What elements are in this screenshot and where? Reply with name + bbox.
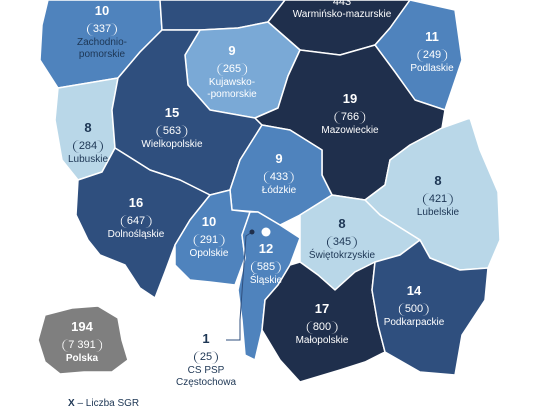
units-slaskie: 12 xyxy=(258,241,274,256)
label-slaskie: 12 585 Śląskie xyxy=(249,241,283,287)
units-lubuskie: 8 xyxy=(84,120,92,135)
units-dolnoslaskie: 16 xyxy=(128,195,144,210)
people-zachodniopomorskie: 337 xyxy=(86,22,118,36)
legend-label: – Liczba SGR xyxy=(77,398,140,409)
label-warminsko-mazurskie: 443 Warmińsko-mazurskie xyxy=(293,0,392,20)
units-podlaskie: 11 xyxy=(425,29,439,44)
units-podkarpackie: 14 xyxy=(406,283,422,298)
name-mazowieckie: Mazowieckie xyxy=(321,125,379,137)
name-swietokrzyskie: Świętokrzyskie xyxy=(308,250,376,262)
label-opolskie: 10 291 Opolskie xyxy=(189,214,229,260)
people-lubelskie: 421 xyxy=(422,192,454,206)
units-opolskie: 10 xyxy=(201,214,217,229)
region-opolskie xyxy=(174,189,251,286)
name-lubelskie: Lubelskie xyxy=(416,207,460,219)
people-poland: 7 391 xyxy=(62,338,102,352)
name-malopolskie: Małopolskie xyxy=(295,335,349,347)
czestochowa-dot xyxy=(261,227,271,237)
label-poland: 194 7 391 Polska xyxy=(62,319,102,365)
label-swietokrzyskie: 8 345 Świętokrzyskie xyxy=(308,216,376,262)
units-malopolskie: 17 xyxy=(314,301,330,316)
name-lodzkie: Łódzkie xyxy=(261,185,297,197)
people-warminsko-mazurskie: 443 xyxy=(332,0,352,8)
people-mazowieckie: 766 xyxy=(334,110,366,124)
name-zachodniopomorskie: Zachodnio- pomorskie xyxy=(76,37,128,60)
units-lodzkie: 9 xyxy=(275,151,283,166)
name-lubuskie: Lubuskie xyxy=(67,154,109,166)
people-dolnoslaskie: 647 xyxy=(120,214,152,228)
people-swietokrzyskie: 345 xyxy=(326,235,358,249)
people-lubuskie: 284 xyxy=(72,139,104,153)
units-wielkopolskie: 15 xyxy=(164,105,180,120)
label-kujawsko-pomorskie: 9 265 Kujawsko- -pomorskie xyxy=(207,43,257,100)
legend: X – Liczba SGR xyxy=(68,398,139,409)
label-czestochowa: 1 25 CS PSP Częstochowa xyxy=(175,331,237,388)
name-czestochowa-line2: Częstochowa xyxy=(175,376,237,388)
units-kujawsko-pomorskie: 9 xyxy=(228,43,236,58)
name-czestochowa-line1: CS PSP xyxy=(187,365,225,377)
people-podlaskie: 249 xyxy=(416,48,448,62)
label-podkarpackie: 14 500 Podkarpackie xyxy=(383,283,445,329)
legend-marker: X xyxy=(68,398,75,409)
name-podlaskie: Podlaskie xyxy=(410,63,454,75)
units-swietokrzyskie: 8 xyxy=(338,216,346,231)
label-wielkopolskie: 15 563 Wielkopolskie xyxy=(141,105,203,151)
people-slaskie: 585 xyxy=(250,260,282,274)
people-wielkopolskie: 563 xyxy=(156,124,188,138)
label-podlaskie: 11 249 Podlaskie xyxy=(410,29,454,75)
people-malopolskie: 800 xyxy=(306,320,338,334)
people-lodzkie: 433 xyxy=(263,170,295,184)
people-czestochowa: 25 xyxy=(193,350,219,364)
name-kujawsko-pomorskie: Kujawsko- -pomorskie xyxy=(207,77,257,100)
name-slaskie: Śląskie xyxy=(249,275,283,287)
people-opolskie: 291 xyxy=(193,233,225,247)
name-dolnoslaskie: Dolnośląskie xyxy=(107,229,165,241)
czestochowa-marker xyxy=(249,229,255,235)
region-podkarpackie xyxy=(371,239,489,376)
name-wielkopolskie: Wielkopolskie xyxy=(141,139,203,151)
units-mazowieckie: 19 xyxy=(342,91,358,106)
people-kujawsko-pomorskie: 265 xyxy=(216,62,248,76)
name-opolskie: Opolskie xyxy=(189,248,229,260)
name-poland: Polska xyxy=(65,353,99,365)
name-podkarpackie: Podkarpackie xyxy=(383,317,445,329)
region-malopolskie xyxy=(261,261,386,383)
label-mazowieckie: 19 766 Mazowieckie xyxy=(321,91,379,137)
people-podkarpackie: 500 xyxy=(398,302,430,316)
label-malopolskie: 17 800 Małopolskie xyxy=(295,301,349,347)
name-warminsko-mazurskie: Warmińsko-mazurskie xyxy=(292,8,392,20)
units-lubelskie: 8 xyxy=(434,173,442,188)
label-lubuskie: 8 284 Lubuskie xyxy=(67,120,109,166)
units-poland: 194 xyxy=(71,319,93,334)
callout-line xyxy=(226,231,253,341)
label-lodzkie: 9 433 Łódzkie xyxy=(261,151,297,197)
label-dolnoslaskie: 16 647 Dolnośląskie xyxy=(107,195,165,241)
poland-silhouette xyxy=(37,305,129,375)
label-zachodniopomorskie: 10 337 Zachodnio- pomorskie xyxy=(76,3,128,60)
units-czestochowa: 1 xyxy=(202,331,210,346)
label-lubelskie: 8 421 Lubelskie xyxy=(416,173,460,219)
region-lodzkie xyxy=(229,124,333,226)
units-zachodniopomorskie: 10 xyxy=(94,3,110,18)
region-dolnoslaskie xyxy=(75,147,211,299)
